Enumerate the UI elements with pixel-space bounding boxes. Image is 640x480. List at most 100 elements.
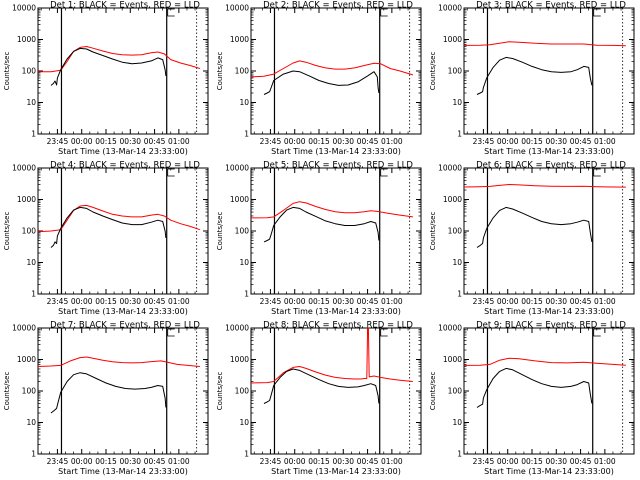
- y-axis-label: Counts/sec: [429, 212, 437, 251]
- y-axis-label: Counts/sec: [3, 52, 11, 91]
- chart-title: Det 7: BLACK = Events, RED = LLD: [50, 321, 200, 331]
- x-tick-label: 23:45: [260, 457, 282, 466]
- x-tick-label: 01:00: [168, 137, 190, 146]
- x-tick-label: 00:00: [284, 297, 306, 306]
- y-tick-label: 1: [244, 130, 249, 139]
- x-tick-label: 00:30: [332, 137, 354, 146]
- y-tick-label: 10000: [225, 324, 249, 333]
- x-axis-label: Start Time (13-Mar-14 23:33:00): [271, 307, 401, 316]
- y-tick-label: 1000: [443, 195, 462, 204]
- events-series-line: [263, 368, 380, 404]
- x-axis-label: Start Time (13-Mar-14 23:33:00): [484, 307, 614, 316]
- bracket-marker: [593, 168, 601, 177]
- detector-panel: 1 10 100 1000 10000 23:45 00:00 00:15 00:30 00:45…: [213, 320, 426, 480]
- y-tick-label: 10000: [225, 4, 249, 13]
- y-tick-label: 100: [235, 387, 250, 396]
- x-tick-label: 01:00: [168, 297, 190, 306]
- y-tick-label: 100: [22, 227, 37, 236]
- x-tick-label: 00:30: [545, 137, 567, 146]
- events-series-line: [476, 206, 593, 248]
- events-series-line: [50, 372, 167, 414]
- lld-series-line: [37, 356, 200, 367]
- x-tick-label: 00:30: [119, 457, 141, 466]
- x-axis-label: Start Time (13-Mar-14 23:33:00): [271, 467, 401, 476]
- y-tick-label: 1: [31, 450, 36, 459]
- x-tick-label: 23:45: [473, 297, 495, 306]
- y-axis-label: Counts/sec: [216, 372, 224, 411]
- chart-title: Det 5: BLACK = Events, RED = LLD: [263, 161, 413, 171]
- y-tick-label: 10: [239, 98, 249, 107]
- x-tick-label: 00:15: [95, 137, 117, 146]
- x-tick-label: 00:45: [570, 457, 592, 466]
- bracket-marker: [380, 8, 388, 17]
- x-tick-label: 00:15: [95, 297, 117, 306]
- y-axis-label: Counts/sec: [216, 52, 224, 91]
- bracket-marker: [167, 168, 175, 177]
- events-series-line: [263, 206, 380, 243]
- axes-frame: [250, 167, 422, 295]
- x-tick-label: 00:00: [284, 457, 306, 466]
- detector-chart: 1 10 100 1000 10000 23:45 00:00 00:15 00:30 00:45…: [429, 321, 635, 476]
- y-tick-label: 100: [448, 67, 463, 76]
- y-tick-label: 1: [31, 130, 36, 139]
- chart-title: Det 2: BLACK = Events, RED = LLD: [263, 1, 413, 11]
- bracket-marker: [593, 328, 601, 337]
- y-tick-label: 100: [22, 67, 37, 76]
- chart-title: Det 1: BLACK = Events, RED = LLD: [50, 1, 200, 11]
- bracket-marker: [167, 8, 175, 17]
- y-tick-label: 10000: [12, 4, 36, 13]
- y-tick-label: 1000: [17, 35, 36, 44]
- y-axis-label: Counts/sec: [216, 212, 224, 251]
- y-tick-label: 100: [448, 387, 463, 396]
- y-tick-label: 10000: [438, 324, 462, 333]
- x-axis-label: Start Time (13-Mar-14 23:33:00): [58, 467, 188, 476]
- x-tick-label: 00:45: [357, 137, 379, 146]
- y-tick-label: 10000: [12, 164, 36, 173]
- x-tick-label: 23:45: [47, 137, 69, 146]
- x-tick-label: 00:15: [308, 457, 330, 466]
- chart-title: Det 8: BLACK = Events, RED = LLD: [263, 321, 413, 331]
- x-axis-label: Start Time (13-Mar-14 23:33:00): [58, 307, 188, 316]
- detector-chart: 1 10 100 1000 10000 23:45 00:00 00:15 00:30 00:45…: [3, 321, 209, 476]
- detector-panel: 1 10 100 1000 10000 23:45 00:00 00:15 00:30 00:45…: [213, 0, 426, 160]
- y-tick-label: 100: [22, 387, 37, 396]
- x-tick-label: 23:45: [260, 297, 282, 306]
- x-tick-label: 23:45: [473, 137, 495, 146]
- x-tick-label: 00:15: [308, 137, 330, 146]
- y-tick-label: 1000: [17, 355, 36, 364]
- bracket-marker: [593, 8, 601, 17]
- events-series-line: [263, 70, 380, 95]
- x-tick-label: 00:45: [570, 297, 592, 306]
- x-tick-label: 00:00: [284, 137, 306, 146]
- x-tick-label: 00:15: [95, 457, 117, 466]
- events-series-line: [476, 367, 593, 408]
- x-tick-label: 01:00: [594, 297, 616, 306]
- x-axis-label: Start Time (13-Mar-14 23:33:00): [271, 147, 401, 156]
- x-tick-label: 01:00: [381, 457, 403, 466]
- y-tick-label: 10: [26, 258, 36, 267]
- y-tick-label: 10: [452, 98, 462, 107]
- y-tick-label: 1000: [443, 355, 462, 364]
- axes-frame: [37, 327, 209, 455]
- x-tick-label: 00:00: [71, 457, 93, 466]
- y-tick-label: 1: [244, 290, 249, 299]
- axes-frame: [37, 167, 209, 295]
- detector-chart: 1 10 100 1000 10000 23:45 00:00 00:15 00:30 00:45…: [216, 1, 422, 156]
- axes-frame: [250, 7, 422, 135]
- y-tick-label: 100: [235, 227, 250, 236]
- bracket-marker: [380, 328, 388, 337]
- x-tick-label: 00:30: [332, 297, 354, 306]
- y-tick-label: 1000: [230, 355, 249, 364]
- y-tick-label: 100: [235, 67, 250, 76]
- chart-title: Det 4: BLACK = Events, RED = LLD: [50, 161, 200, 171]
- y-tick-label: 1000: [443, 35, 462, 44]
- detector-panel: 1 10 100 1000 10000 23:45 00:00 00:15 00:30 00:45…: [0, 0, 213, 160]
- lld-series-line: [250, 201, 413, 219]
- x-tick-label: 00:15: [521, 457, 543, 466]
- chart-title: Det 3: BLACK = Events, RED = LLD: [476, 1, 626, 11]
- detector-panel: 1 10 100 1000 10000 23:45 00:00 00:15 00:30 00:45…: [0, 320, 213, 480]
- y-axis-label: Counts/sec: [429, 372, 437, 411]
- y-tick-label: 1000: [17, 195, 36, 204]
- detector-chart: 1 10 100 1000 10000 23:45 00:00 00:15 00:30 00:45…: [3, 1, 209, 156]
- y-tick-label: 10: [26, 98, 36, 107]
